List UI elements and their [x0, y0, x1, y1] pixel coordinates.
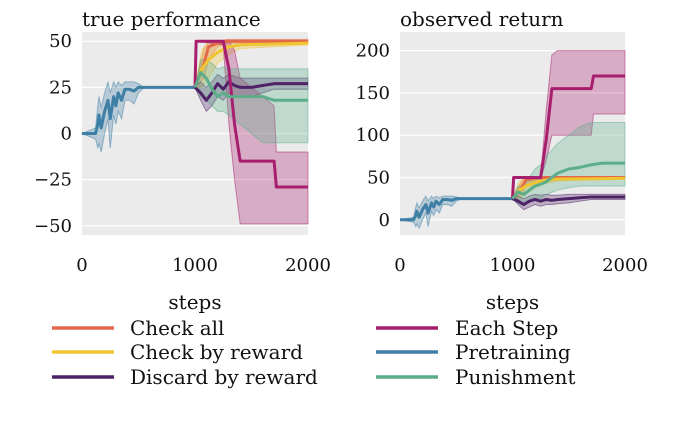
- x-tick-label: 1000: [490, 255, 536, 276]
- legend-item-check-all: Check all: [52, 316, 224, 340]
- x-tick-label: 0: [394, 255, 405, 276]
- series-line-pretraining: [82, 85, 195, 135]
- series-line-pretraining: [400, 197, 513, 222]
- panel-true-performance: −50 −25 0 25 50 0 1000 2000 steps true performanc…: [34, 7, 331, 314]
- panel-title: true performance: [82, 7, 261, 31]
- legend-item-pretraining: Pretraining: [376, 340, 571, 364]
- y-tick-label: 25: [49, 77, 72, 98]
- x-tick-label: 2000: [602, 255, 648, 276]
- legend-label: Discard by reward: [130, 365, 318, 389]
- legend-item-discard-by-reward: Discard by reward: [52, 365, 318, 389]
- panel-title: observed return: [400, 7, 564, 31]
- band-punishment: [194, 59, 309, 144]
- series-line-each-step: [511, 74, 625, 199]
- x-axis-label: steps: [168, 290, 221, 314]
- series-line-punishment: [193, 71, 308, 102]
- series-line-each-step: [193, 39, 308, 189]
- legend-label: Each Step: [455, 316, 558, 340]
- legend-label: Check all: [130, 316, 224, 340]
- band-pretraining: [399, 195, 513, 230]
- legend-label: Punishment: [455, 365, 575, 389]
- y-tick-label: 150: [356, 83, 390, 104]
- legend-item-punishment: Punishment: [376, 365, 575, 389]
- y-tick-label: 100: [356, 125, 390, 146]
- legend-label: Pretraining: [455, 340, 571, 364]
- legend-item-each-step: Each Step: [376, 316, 558, 340]
- series-line-check-by-reward: [511, 176, 626, 200]
- y-tick-label: 0: [61, 124, 72, 145]
- x-tick-label: 2000: [285, 255, 331, 276]
- band-pretraining: [80, 80, 195, 153]
- x-tick-label: 0: [76, 255, 87, 276]
- y-tick-label: 0: [379, 210, 390, 231]
- band-each-step: [512, 50, 626, 199]
- y-tick-label: −50: [34, 216, 72, 237]
- legend-label: Check by reward: [130, 340, 303, 364]
- series-line-punishment: [511, 161, 625, 200]
- y-tick-label: 200: [356, 41, 390, 62]
- y-tick-label: −25: [34, 170, 72, 191]
- x-tick-label: 1000: [172, 255, 218, 276]
- series-line-check-by-reward: [193, 41, 309, 88]
- y-tick-label: 50: [367, 167, 390, 188]
- series-line-discard-by-reward: [511, 195, 625, 207]
- y-tick-label: 50: [49, 31, 72, 52]
- x-axis-label: steps: [486, 290, 539, 314]
- legend-item-check-by-reward: Check by reward: [52, 340, 303, 364]
